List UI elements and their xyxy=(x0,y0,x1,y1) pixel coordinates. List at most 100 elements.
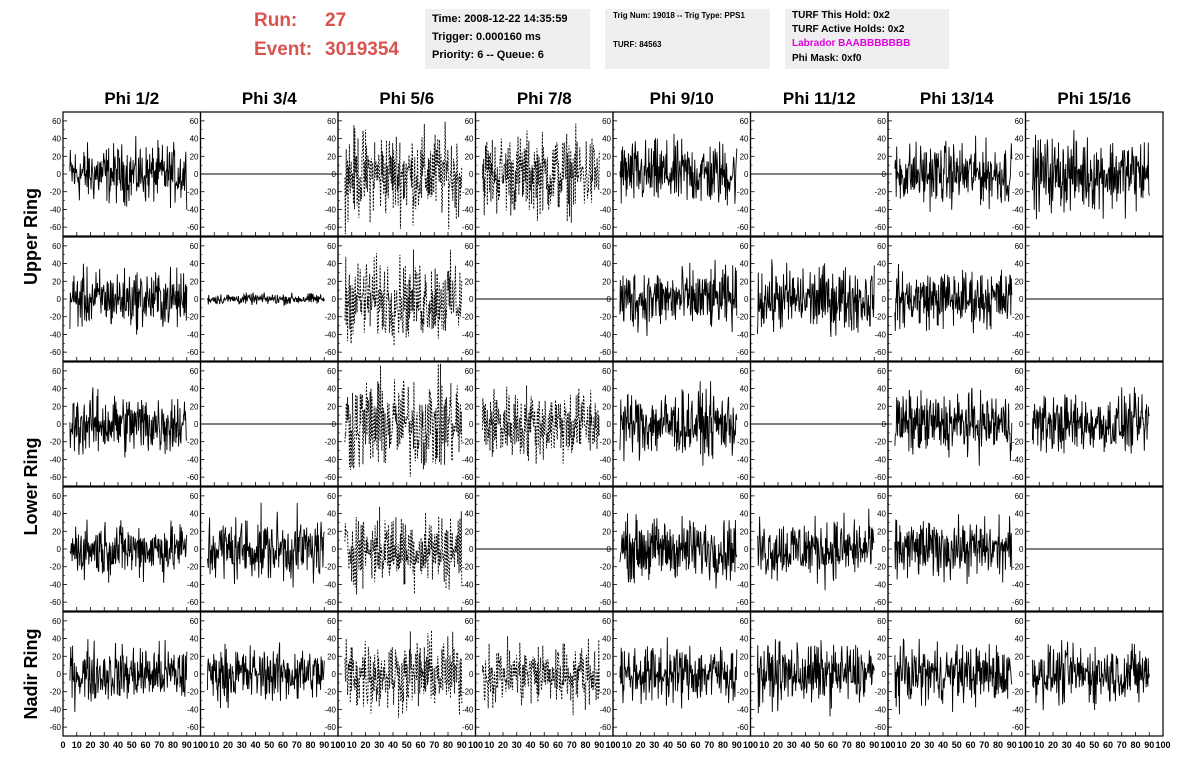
y-tick-label: -20 xyxy=(599,438,611,447)
y-tick-label: -20 xyxy=(737,563,749,572)
y-tick-label: -20 xyxy=(324,313,336,322)
x-tick-label: 10 xyxy=(209,740,219,750)
y-tick-label: 40 xyxy=(465,635,474,644)
x-tick-label: 50 xyxy=(402,740,412,750)
y-tick-label: 20 xyxy=(190,652,199,661)
y-tick-label: 0 xyxy=(744,545,749,554)
y-tick-label: 60 xyxy=(602,242,611,251)
y-tick-label: 60 xyxy=(602,617,611,626)
y-tick-label: -20 xyxy=(874,438,886,447)
y-tick-label: 20 xyxy=(190,527,199,536)
y-tick-label: 60 xyxy=(52,617,61,626)
y-tick-label: 60 xyxy=(190,492,199,501)
x-tick-label: 100 xyxy=(743,740,758,750)
waveform-trace xyxy=(481,385,600,464)
waveform-trace xyxy=(69,263,188,335)
y-tick-label: -20 xyxy=(1012,313,1024,322)
y-tick-label: 40 xyxy=(740,385,749,394)
y-tick-label: -20 xyxy=(49,688,61,697)
y-tick-label: 20 xyxy=(190,402,199,411)
waveform-trace xyxy=(756,508,875,591)
y-tick-label: -40 xyxy=(324,330,336,339)
y-tick-label: 20 xyxy=(1015,152,1024,161)
y-tick-label: -20 xyxy=(599,188,611,197)
x-tick-label: 30 xyxy=(924,740,934,750)
y-tick-label: 60 xyxy=(1015,117,1024,126)
x-tick-label: 60 xyxy=(415,740,425,750)
waveform-trace xyxy=(206,642,325,709)
x-tick-label: 80 xyxy=(305,740,315,750)
x-tick-label: 40 xyxy=(800,740,810,750)
y-tick-label: -60 xyxy=(1012,598,1024,607)
y-tick-label: -40 xyxy=(462,705,474,714)
x-tick-label: 20 xyxy=(360,740,370,750)
waveform-trace xyxy=(344,249,463,346)
x-tick-label: 70 xyxy=(1117,740,1127,750)
x-tick-label: 80 xyxy=(1130,740,1140,750)
y-tick-label: 40 xyxy=(465,260,474,269)
x-tick-label: 50 xyxy=(264,740,274,750)
y-tick-label: -40 xyxy=(874,455,886,464)
y-tick-label: -60 xyxy=(187,223,199,232)
y-tick-label: -60 xyxy=(324,348,336,357)
y-tick-label: -60 xyxy=(1012,473,1024,482)
x-tick-label: 30 xyxy=(99,740,109,750)
y-tick-label: 0 xyxy=(194,670,199,679)
x-tick-label: 40 xyxy=(663,740,673,750)
y-tick-label: 60 xyxy=(190,242,199,251)
y-tick-label: 0 xyxy=(882,170,887,179)
row-label: Upper Ring xyxy=(21,188,41,285)
x-tick-label: 30 xyxy=(1062,740,1072,750)
x-tick-label: 10 xyxy=(622,740,632,750)
y-tick-label: -20 xyxy=(187,563,199,572)
y-tick-label: -20 xyxy=(324,563,336,572)
y-tick-label: 40 xyxy=(52,260,61,269)
y-tick-label: 60 xyxy=(877,617,886,626)
y-tick-label: 0 xyxy=(332,295,337,304)
y-tick-label: -20 xyxy=(49,563,61,572)
y-tick-label: -20 xyxy=(1012,563,1024,572)
y-tick-label: 20 xyxy=(465,402,474,411)
y-tick-label: 20 xyxy=(1015,652,1024,661)
waveform-trace xyxy=(619,133,738,206)
y-tick-label: -40 xyxy=(324,705,336,714)
y-tick-label: 20 xyxy=(602,402,611,411)
y-tick-label: 40 xyxy=(190,385,199,394)
y-tick-label: -40 xyxy=(187,705,199,714)
y-tick-label: -20 xyxy=(462,688,474,697)
y-tick-label: -20 xyxy=(874,313,886,322)
y-tick-label: -60 xyxy=(737,723,749,732)
panel-frame xyxy=(337,361,477,487)
y-tick-label: 0 xyxy=(1019,670,1024,679)
y-tick-label: 0 xyxy=(332,170,337,179)
waveform-trace xyxy=(894,514,1013,585)
y-tick-label: 0 xyxy=(607,170,612,179)
column-header: Phi 3/4 xyxy=(242,89,297,108)
x-tick-label: 0 xyxy=(335,740,340,750)
y-tick-label: 0 xyxy=(607,420,612,429)
y-tick-label: -40 xyxy=(49,205,61,214)
panel-frame xyxy=(749,486,889,612)
y-tick-label: 0 xyxy=(332,545,337,554)
y-tick-label: -60 xyxy=(49,348,61,357)
waveform-trace xyxy=(206,502,325,588)
x-tick-label: 80 xyxy=(718,740,728,750)
y-tick-label: -60 xyxy=(462,473,474,482)
y-tick-label: -60 xyxy=(49,473,61,482)
y-tick-label: -40 xyxy=(324,455,336,464)
y-tick-label: -60 xyxy=(49,223,61,232)
y-tick-label: 60 xyxy=(602,367,611,376)
y-tick-label: -20 xyxy=(462,438,474,447)
y-tick-label: 0 xyxy=(57,170,62,179)
turf-info-box: TURF This Hold: 0x2 TURF Active Holds: 0… xyxy=(785,9,949,69)
waveform-trace xyxy=(619,637,738,709)
y-tick-label: 40 xyxy=(602,260,611,269)
waveform-trace xyxy=(344,630,463,718)
y-tick-label: 20 xyxy=(52,527,61,536)
y-tick-label: 40 xyxy=(52,385,61,394)
y-tick-label: 20 xyxy=(602,152,611,161)
y-tick-label: 60 xyxy=(740,242,749,251)
y-tick-label: -40 xyxy=(737,205,749,214)
waveform-trace xyxy=(619,513,738,589)
y-tick-label: 20 xyxy=(465,152,474,161)
